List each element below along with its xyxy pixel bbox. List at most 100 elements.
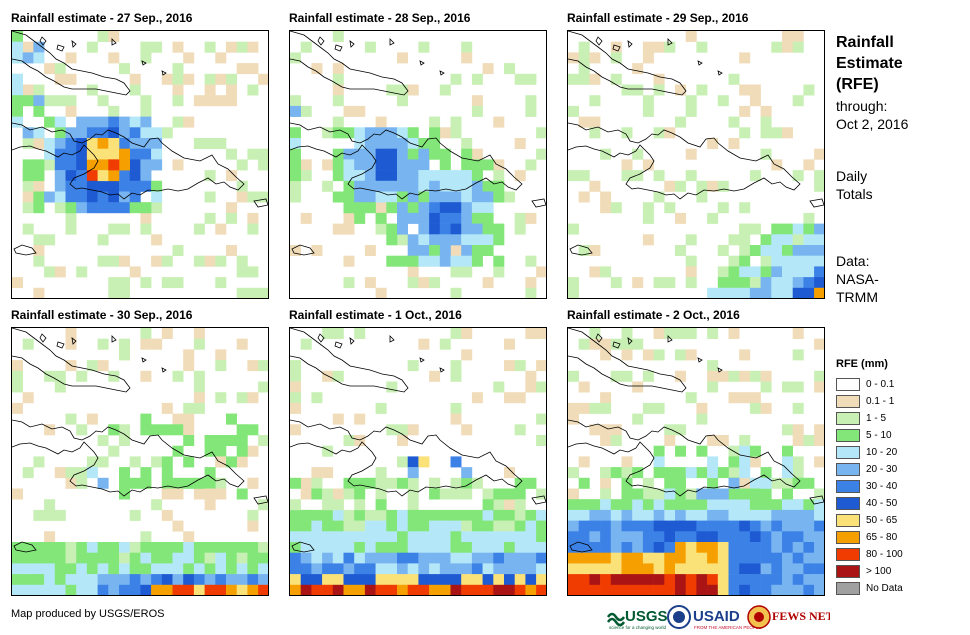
rainfall-cell xyxy=(728,73,740,85)
rainfall-cell xyxy=(493,499,505,511)
rainfall-cell xyxy=(86,584,98,595)
rainfall-cell xyxy=(728,456,740,468)
rainfall-cell xyxy=(247,552,259,564)
rainfall-cell xyxy=(653,467,665,479)
rainfall-cell xyxy=(12,73,23,85)
rainfall-cell xyxy=(161,542,173,553)
rainfall-cell xyxy=(707,435,719,446)
rainfall-cell xyxy=(65,413,77,425)
bahamas-outline xyxy=(349,337,355,345)
rainfall-cell xyxy=(429,509,441,521)
rainfall-cell xyxy=(600,499,612,511)
rainfall-cell xyxy=(375,223,387,235)
rainfall-cell xyxy=(215,223,227,235)
rainfall-cell xyxy=(450,488,462,500)
rainfall-cell xyxy=(86,542,98,553)
rainfall-cell xyxy=(632,552,644,564)
rainfall-cell xyxy=(407,509,419,521)
rainfall-cell xyxy=(54,370,66,382)
rainfall-cell xyxy=(482,202,494,214)
rainfall-cell xyxy=(471,509,483,521)
rainfall-cell xyxy=(450,234,462,246)
rainfall-cell xyxy=(236,552,248,564)
rainfall-cell xyxy=(386,127,398,139)
rainfall-cell xyxy=(375,402,387,414)
rainfall-cell xyxy=(151,424,163,436)
rainfall-cell xyxy=(450,223,462,235)
bahamas-outline xyxy=(612,341,621,349)
rainfall-cell xyxy=(343,563,355,575)
rainfall-cell xyxy=(749,477,761,489)
rainfall-cell xyxy=(33,255,45,267)
rainfall-cell xyxy=(161,509,173,521)
agency-logos: USGS science for a changing world USAID … xyxy=(606,605,830,630)
rainfall-cell xyxy=(129,180,141,192)
rainfall-cell xyxy=(119,170,130,182)
panel-title-sep30: Rainfall estimate - 30 Sep., 2016 xyxy=(11,308,193,322)
rainfall-cell xyxy=(760,477,772,489)
rainfall-cell xyxy=(589,52,601,64)
puerto-rico-outline xyxy=(531,198,546,208)
rainfall-cell xyxy=(514,424,526,436)
rainfall-cell xyxy=(514,212,526,224)
rainfall-cell xyxy=(493,223,505,235)
rainfall-cell xyxy=(418,234,430,246)
rainfall-cell xyxy=(12,360,23,372)
rainfall-cell xyxy=(364,191,376,203)
cuba-outline xyxy=(12,328,131,393)
rainfall-cell xyxy=(290,191,301,203)
rainfall-cell xyxy=(739,202,751,214)
rainfall-cell xyxy=(589,402,601,414)
rainfall-cell xyxy=(386,552,398,564)
rainfall-cell xyxy=(129,563,141,575)
rainfall-cell xyxy=(172,413,184,425)
rainfall-cell xyxy=(525,574,537,586)
rainfall-cell xyxy=(193,402,205,414)
rainfall-cell xyxy=(439,584,451,595)
rainfall-cell xyxy=(343,105,355,117)
rainfall-cell xyxy=(621,170,633,182)
rainfall-cell xyxy=(332,191,344,203)
rainfall-cell xyxy=(685,584,697,595)
rainfall-cell xyxy=(375,488,387,500)
rainfall-cell xyxy=(108,116,120,128)
rainfall-cell xyxy=(525,563,537,575)
rainfall-cell xyxy=(632,148,644,160)
rainfall-cell xyxy=(717,509,729,521)
rainfall-cell xyxy=(247,148,259,160)
rainfall-cell xyxy=(22,159,34,171)
rainfall-cell xyxy=(685,509,697,521)
rainfall-cell xyxy=(439,212,451,224)
rainfall-map-sep28 xyxy=(289,30,547,299)
rainfall-cell xyxy=(397,584,408,595)
rainfall-cell xyxy=(814,520,824,532)
rainfall-map-oct1 xyxy=(289,327,547,596)
rainfall-cell xyxy=(407,488,419,500)
rainfall-cell xyxy=(429,563,441,575)
rainfall-cell xyxy=(204,445,216,457)
rainfall-cell xyxy=(439,488,451,500)
rainfall-cell xyxy=(439,563,451,575)
rainfall-cell xyxy=(450,413,462,425)
rainfall-cell xyxy=(33,584,45,595)
rainfall-cell xyxy=(707,488,719,500)
rainfall-cell xyxy=(760,520,772,532)
rainfall-cell xyxy=(44,509,56,521)
rainfall-cell xyxy=(215,392,227,404)
rainfall-cell xyxy=(632,277,644,289)
rainfall-cell xyxy=(578,542,590,553)
rainfall-cell xyxy=(439,531,451,543)
rainfall-cell xyxy=(450,287,462,298)
rainfall-cell xyxy=(450,170,462,182)
rainfall-cell xyxy=(514,392,526,404)
rainfall-cell xyxy=(707,287,719,298)
rainfall-cell xyxy=(215,584,227,595)
rainfall-cell xyxy=(749,370,761,382)
rainfall-cell xyxy=(12,277,23,289)
rainfall-cell xyxy=(258,499,268,511)
rainfall-cell xyxy=(76,148,88,160)
rainfall-cell xyxy=(707,552,719,564)
rainfall-cell xyxy=(578,338,590,350)
rainfall-cell xyxy=(397,148,408,160)
legend-swatch xyxy=(836,412,860,425)
